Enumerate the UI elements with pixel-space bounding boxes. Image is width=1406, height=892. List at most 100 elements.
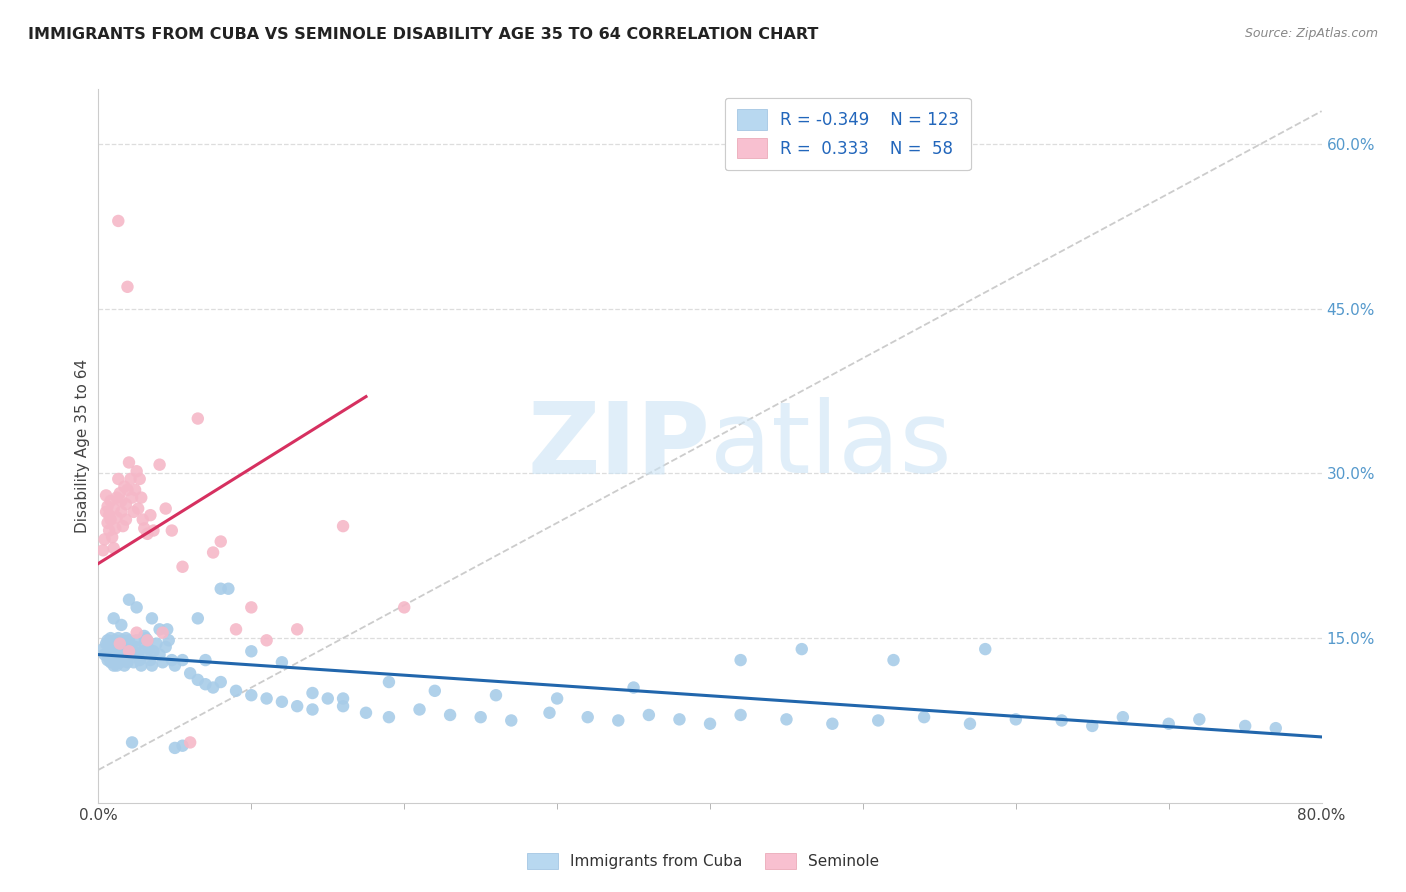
Point [112,480,135,494]
Point [101,530,124,544]
Point [152,625,174,640]
Point [775,712,797,726]
Point [129,491,152,505]
Point [354,706,377,720]
Point [730,653,752,667]
Point [301,702,323,716]
Point [111,633,134,648]
Point [225,683,247,698]
Point [285,623,308,637]
Point [301,686,323,700]
Point [120,472,142,486]
Point [134,521,156,535]
Point [103,611,125,625]
Point [179,666,201,681]
Point [1081,719,1104,733]
Point [160,524,183,538]
Point [790,642,813,657]
Point [101,637,124,651]
Point [112,644,135,658]
Point [132,512,155,526]
Point [546,691,568,706]
Point [104,648,127,662]
Point [699,716,721,731]
Point [202,681,225,695]
Point [105,510,128,524]
Point [127,648,149,662]
Point [179,735,201,749]
Point [187,411,209,425]
Point [115,497,138,511]
Point [155,501,177,516]
Point [912,710,935,724]
Point [121,642,143,657]
Point [187,673,209,687]
Point [100,512,122,526]
Point [240,600,263,615]
Point [142,524,165,538]
Point [108,642,131,657]
Point [142,644,165,658]
Text: Source: ZipAtlas.com: Source: ZipAtlas.com [1244,27,1378,40]
Point [1157,716,1180,731]
Point [117,280,139,294]
Point [100,494,122,508]
Point [149,623,172,637]
Point [240,644,263,658]
Point [105,653,128,667]
Point [112,658,135,673]
Point [111,653,134,667]
Point [136,526,159,541]
Text: atlas: atlas [710,398,952,494]
Point [883,653,905,667]
Point [240,688,263,702]
Point [100,631,122,645]
Point [316,691,339,706]
Point [97,500,120,514]
Y-axis label: Disability Age 35 to 64: Disability Age 35 to 64 [75,359,90,533]
Point [256,633,278,648]
Point [97,653,120,667]
Point [122,505,145,519]
Point [104,633,127,648]
Point [172,559,194,574]
Point [107,214,129,228]
Point [149,458,172,472]
Point [134,629,156,643]
Point [163,740,186,755]
Point [110,648,132,662]
Point [117,483,139,497]
Point [93,648,115,662]
Legend: Immigrants from Cuba, Seminole: Immigrants from Cuba, Seminole [520,847,886,875]
Point [94,488,117,502]
Point [1112,710,1135,724]
Point [172,653,194,667]
Point [163,658,186,673]
Point [98,651,121,665]
Point [125,625,148,640]
Point [217,582,239,596]
Point [160,653,183,667]
Point [152,655,174,669]
Point [423,683,446,698]
Point [156,623,179,637]
Point [187,611,209,625]
Point [607,714,630,728]
Point [821,716,844,731]
Point [108,486,131,500]
Point [485,688,508,702]
Point [121,735,143,749]
Point [270,695,292,709]
Text: IMMIGRANTS FROM CUBA VS SEMINOLE DISABILITY AGE 35 TO 64 CORRELATION CHART: IMMIGRANTS FROM CUBA VS SEMINOLE DISABIL… [28,27,818,42]
Point [637,708,661,723]
Point [107,472,129,486]
Point [138,642,160,657]
Point [136,633,159,648]
Point [127,501,149,516]
Point [97,633,120,648]
Point [576,710,599,724]
Point [501,714,523,728]
Point [107,637,129,651]
Point [378,675,401,690]
Point [1050,714,1073,728]
